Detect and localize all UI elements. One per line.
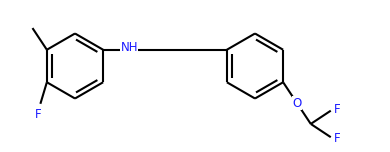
Text: F: F bbox=[334, 103, 340, 116]
Text: F: F bbox=[334, 132, 340, 145]
Text: O: O bbox=[292, 97, 301, 110]
Text: F: F bbox=[35, 108, 41, 121]
Text: NH: NH bbox=[121, 41, 138, 54]
